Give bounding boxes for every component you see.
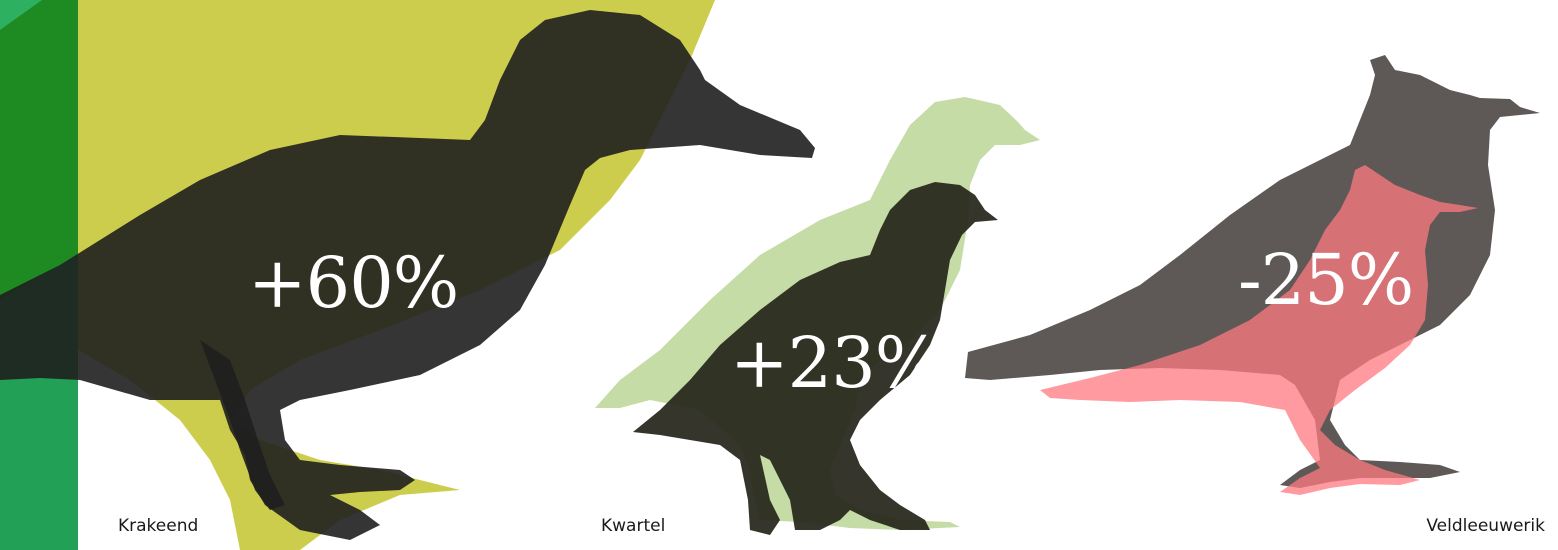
kwartel-figure bbox=[595, 97, 1040, 535]
side-band-dark bbox=[0, 0, 78, 300]
kwartel-change-label: +23% bbox=[730, 328, 940, 398]
veldleeuwerik-change-label: -25% bbox=[1238, 245, 1413, 315]
veldleeuwerik-name-label: Veldleeuwerik bbox=[1426, 516, 1545, 536]
krakeend-name-label: Krakeend bbox=[118, 516, 198, 536]
kwartel-name-label: Kwartel bbox=[601, 516, 665, 536]
krakeend-change-label: +60% bbox=[248, 248, 458, 318]
